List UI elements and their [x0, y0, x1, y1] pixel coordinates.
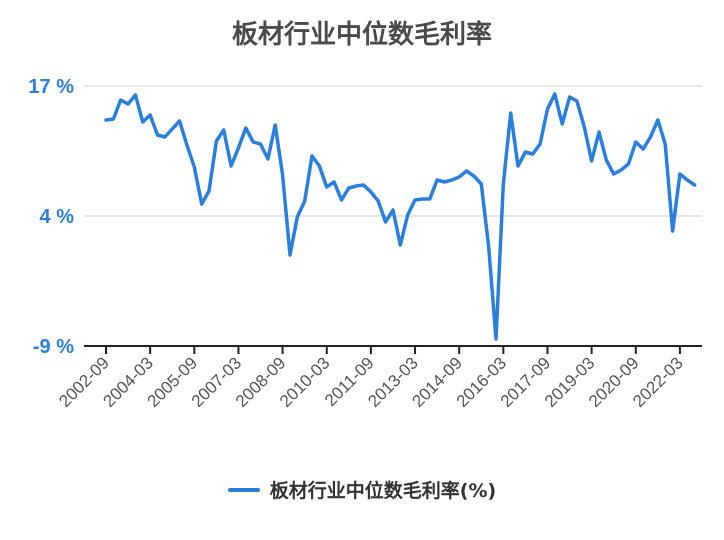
series-layer: [104, 92, 697, 341]
y-tick-labels: 17 % 4 % -9 %: [28, 76, 74, 358]
y-tick-label: -9 %: [33, 336, 74, 358]
x-tick-label: 2022-03: [629, 353, 687, 411]
axis-layer: [84, 345, 702, 354]
x-tick-label: 2010-03: [276, 353, 334, 411]
chart-title: 板材行业中位数毛利率: [231, 20, 492, 50]
grid-layer: [84, 85, 702, 217]
y-tick-label: 4 %: [40, 206, 75, 228]
legend-swatch: [227, 487, 260, 492]
x-tick-labels: 2002-092004-032005-092007-032008-092010-…: [55, 353, 686, 411]
legend[interactable]: 板材行业中位数毛利率(%): [0, 476, 724, 503]
legend-label: 板材行业中位数毛利率(%): [269, 480, 497, 502]
series-line: [104, 92, 697, 341]
y-tick-label: 17 %: [28, 76, 74, 98]
